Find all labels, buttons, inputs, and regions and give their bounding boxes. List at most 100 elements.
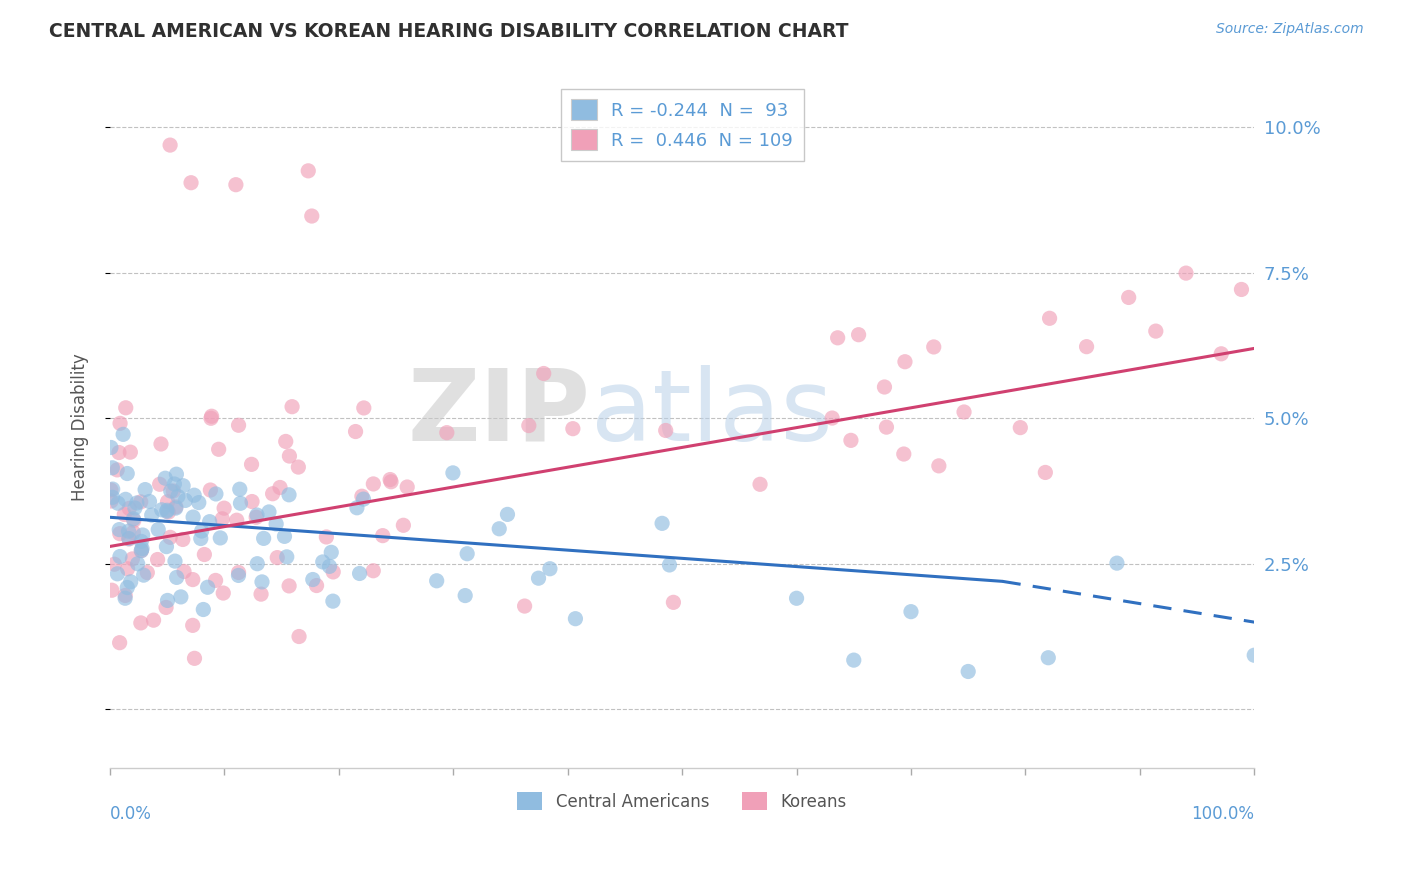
- Point: [129, 543, 152, 558]
- Point: [187, 495, 209, 509]
- Point: [118, 532, 141, 546]
- Point: [488, 522, 510, 536]
- Point: [517, 418, 540, 433]
- Point: [101, 460, 124, 475]
- Point: [426, 574, 449, 588]
- Point: [155, 540, 177, 554]
- Point: [346, 500, 368, 515]
- Point: [129, 534, 152, 549]
- Point: [1243, 648, 1265, 663]
- Point: [108, 636, 131, 650]
- Point: [875, 420, 897, 434]
- Point: [100, 483, 122, 497]
- Point: [183, 488, 205, 502]
- Point: [900, 605, 922, 619]
- Point: [172, 533, 194, 547]
- Point: [107, 496, 129, 510]
- Point: [131, 541, 153, 556]
- Point: [225, 513, 247, 527]
- Point: [250, 574, 273, 589]
- Point: [321, 545, 343, 559]
- Point: [301, 209, 323, 223]
- Point: [172, 479, 194, 493]
- Point: [957, 665, 980, 679]
- Point: [114, 492, 136, 507]
- Point: [170, 590, 193, 604]
- Point: [114, 589, 136, 603]
- Point: [928, 458, 950, 473]
- Point: [274, 434, 297, 449]
- Point: [654, 424, 676, 438]
- Point: [278, 579, 301, 593]
- Point: [108, 549, 131, 564]
- Point: [315, 530, 337, 544]
- Point: [131, 528, 153, 542]
- Point: [101, 583, 124, 598]
- Point: [132, 568, 155, 582]
- Point: [138, 494, 160, 508]
- Point: [190, 532, 212, 546]
- Point: [561, 422, 583, 436]
- Point: [894, 355, 917, 369]
- Point: [662, 595, 685, 609]
- Point: [149, 477, 172, 491]
- Point: [204, 574, 226, 588]
- Point: [533, 367, 555, 381]
- Point: [108, 523, 131, 537]
- Point: [250, 587, 273, 601]
- Point: [264, 516, 287, 531]
- Point: [229, 482, 252, 496]
- Text: CENTRAL AMERICAN VS KOREAN HEARING DISABILITY CORRELATION CHART: CENTRAL AMERICAN VS KOREAN HEARING DISAB…: [49, 22, 849, 41]
- Point: [786, 591, 808, 606]
- Point: [157, 505, 180, 519]
- Point: [312, 555, 335, 569]
- Point: [441, 466, 464, 480]
- Point: [120, 574, 142, 589]
- Point: [513, 599, 536, 613]
- Point: [349, 566, 371, 581]
- Point: [392, 518, 415, 533]
- Point: [288, 630, 311, 644]
- Point: [1144, 324, 1167, 338]
- Legend: R = -0.244  N =  93, R =  0.446  N = 109: R = -0.244 N = 93, R = 0.446 N = 109: [561, 88, 804, 161]
- Point: [821, 411, 844, 425]
- Point: [658, 558, 681, 572]
- Point: [240, 458, 263, 472]
- Point: [193, 602, 215, 616]
- Point: [197, 580, 219, 594]
- Point: [305, 578, 328, 592]
- Point: [1010, 420, 1032, 434]
- Point: [181, 510, 204, 524]
- Point: [141, 508, 163, 522]
- Point: [378, 473, 401, 487]
- Point: [201, 409, 224, 424]
- Point: [105, 566, 128, 581]
- Point: [893, 447, 915, 461]
- Point: [159, 138, 181, 153]
- Point: [117, 581, 139, 595]
- Point: [228, 418, 250, 433]
- Point: [209, 531, 232, 545]
- Point: [538, 562, 561, 576]
- Point: [136, 566, 159, 580]
- Text: 100.0%: 100.0%: [1191, 805, 1254, 823]
- Point: [456, 547, 478, 561]
- Point: [273, 529, 295, 543]
- Point: [112, 508, 135, 522]
- Point: [278, 488, 301, 502]
- Point: [827, 331, 849, 345]
- Point: [159, 483, 181, 498]
- Point: [281, 400, 304, 414]
- Point: [262, 487, 284, 501]
- Point: [165, 467, 187, 482]
- Point: [229, 496, 252, 510]
- Point: [350, 489, 373, 503]
- Point: [564, 612, 586, 626]
- Point: [1076, 340, 1098, 354]
- Point: [839, 434, 862, 448]
- Point: [134, 483, 156, 497]
- Point: [148, 523, 170, 537]
- Point: [108, 445, 131, 459]
- Point: [101, 482, 124, 496]
- Point: [371, 528, 394, 542]
